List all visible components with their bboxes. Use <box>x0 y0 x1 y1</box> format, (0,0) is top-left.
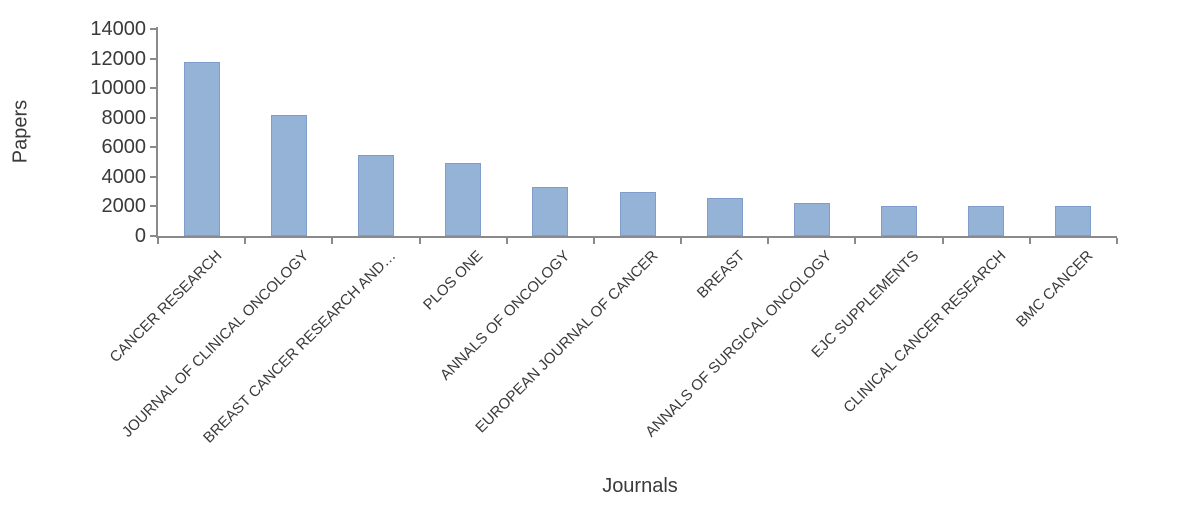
x-tick-mark <box>680 238 683 244</box>
x-tick-mark <box>1116 238 1118 244</box>
y-axis-title: Papers <box>9 99 32 164</box>
x-tick-mark <box>331 238 334 244</box>
x-tick-mark <box>505 238 508 244</box>
x-tick-mark <box>157 238 159 244</box>
y-axis-line <box>156 27 158 238</box>
bar <box>707 198 743 236</box>
bar <box>1055 206 1091 236</box>
x-tick-mark <box>244 238 247 244</box>
bar <box>271 115 307 236</box>
bar <box>620 192 656 236</box>
bar <box>881 206 917 236</box>
x-tick-mark <box>418 238 421 244</box>
y-tick-mark <box>150 205 156 208</box>
bar <box>445 163 481 236</box>
y-tick-mark <box>150 57 156 60</box>
y-tick-mark <box>150 175 156 178</box>
bar <box>794 203 830 236</box>
x-tick-mark <box>941 238 944 244</box>
x-tick-mark <box>1028 238 1031 244</box>
x-tick-mark <box>854 238 857 244</box>
y-tick-mark <box>150 235 156 237</box>
y-tick-label: 10000 <box>90 77 146 100</box>
bar <box>358 155 394 236</box>
y-tick-mark <box>150 116 156 119</box>
y-tick-mark <box>150 146 156 149</box>
bar <box>184 62 220 236</box>
y-tick-label: 14000 <box>90 18 146 40</box>
y-tick-mark <box>150 28 156 30</box>
x-axis-title: Journals <box>602 475 678 497</box>
x-axis-line <box>156 236 1117 238</box>
bar <box>532 187 568 236</box>
x-tick-mark <box>592 238 595 244</box>
y-tick-mark <box>150 87 156 90</box>
y-tick-label: 0 <box>134 225 146 247</box>
y-tick-label: 2000 <box>101 195 147 218</box>
bar <box>968 206 1004 236</box>
x-tick-mark <box>767 238 770 244</box>
y-tick-label: 12000 <box>90 47 146 70</box>
y-tick-label: 4000 <box>101 165 147 188</box>
y-tick-label: 6000 <box>101 136 147 159</box>
y-tick-label: 8000 <box>101 106 147 129</box>
